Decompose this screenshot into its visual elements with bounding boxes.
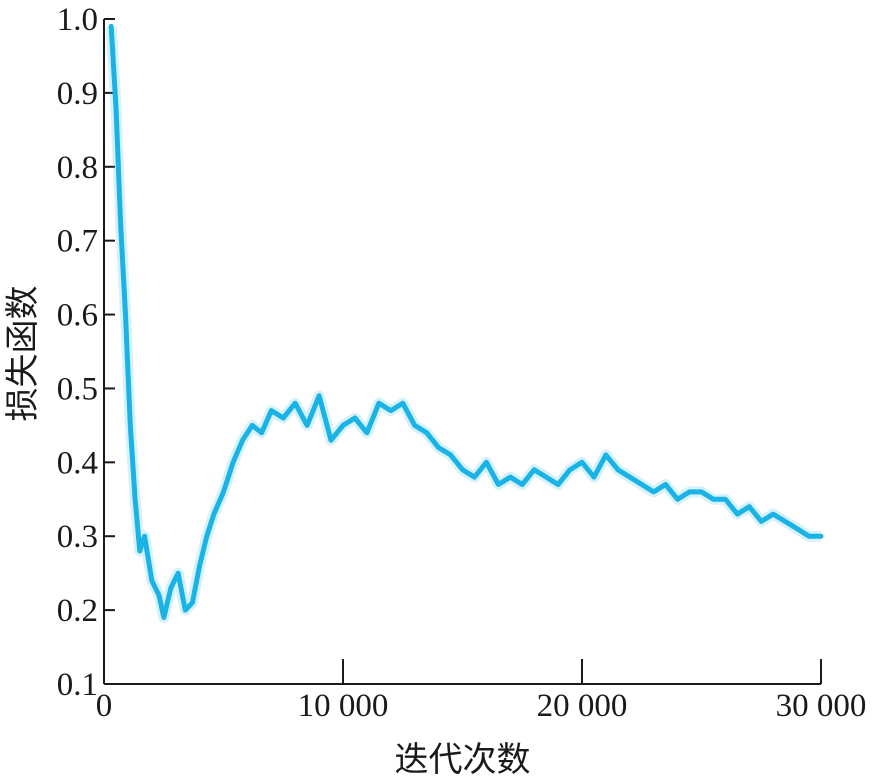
- data-point: [521, 483, 524, 486]
- data-point: [231, 461, 235, 464]
- data-point: [724, 498, 727, 501]
- data-point: [592, 475, 596, 479]
- data-point: [198, 564, 201, 567]
- data-point: [124, 313, 127, 316]
- data-point: [437, 446, 440, 449]
- data-point: [270, 409, 273, 412]
- data-point: [473, 475, 476, 479]
- y-tick-label: 1.0: [57, 2, 98, 38]
- data-point: [568, 468, 572, 471]
- x-tick-label: 20 000: [537, 688, 628, 724]
- y-tick-label: 0.3: [57, 519, 98, 555]
- data-point: [114, 106, 118, 109]
- y-tick-label: 0.1: [57, 667, 98, 703]
- data-point: [604, 453, 608, 457]
- data-point: [736, 512, 739, 516]
- data-point: [205, 535, 208, 538]
- data-point: [748, 505, 751, 508]
- data-point: [509, 475, 512, 479]
- data-point: [241, 438, 244, 442]
- data-point: [401, 402, 404, 405]
- data-point: [413, 424, 416, 427]
- data-point: [282, 416, 285, 420]
- data-point: [664, 483, 667, 486]
- data-point: [580, 461, 584, 464]
- data-point: [191, 601, 194, 604]
- data-point: [544, 475, 548, 479]
- tick-marks: 0.1 0.2 0.3 0.4 0.5 0.6 0.7 0.8 0.9 1.0 0 10 000 20 …: [57, 2, 867, 724]
- y-tick-label: 0.8: [57, 150, 98, 186]
- data-point: [688, 490, 691, 494]
- data-point: [676, 498, 679, 501]
- data-point: [329, 438, 333, 442]
- data-point: [133, 498, 137, 501]
- data-point: [129, 424, 132, 427]
- data-point: [461, 468, 464, 471]
- data-point: [640, 483, 643, 486]
- data-point: [305, 424, 309, 427]
- data-point: [222, 490, 225, 494]
- data-point: [294, 402, 297, 405]
- data-point: [760, 520, 763, 523]
- data-point: [143, 535, 146, 538]
- y-tick-label: 0.4: [57, 445, 98, 481]
- data-point: [150, 579, 153, 582]
- series-halo: [105, 26, 821, 623]
- y-tick-label: 0.7: [57, 224, 98, 260]
- data-point: [169, 586, 173, 590]
- data-point: [497, 483, 500, 486]
- x-axis-title: 迭代次数: [395, 740, 531, 779]
- data-point: [317, 394, 321, 398]
- data-point: [425, 431, 428, 434]
- data-point: [533, 468, 536, 471]
- data-point: [119, 224, 122, 228]
- data-point: [819, 535, 823, 538]
- data-point: [783, 520, 787, 523]
- loss-series-line: [108, 23, 824, 620]
- x-tick-label: 30 000: [776, 688, 867, 724]
- data-point: [700, 490, 703, 494]
- data-point: [795, 527, 799, 531]
- data-point: [389, 409, 392, 412]
- data-point: [176, 571, 180, 575]
- y-tick-label: 0.2: [57, 593, 98, 629]
- data-point: [109, 25, 113, 28]
- data-point: [628, 475, 631, 479]
- data-point: [138, 549, 142, 553]
- data-point: [341, 424, 345, 427]
- data-point: [184, 608, 187, 612]
- data-point: [365, 431, 369, 434]
- x-tick-label: 0: [96, 688, 113, 724]
- data-point: [250, 424, 254, 427]
- data-point: [712, 498, 715, 501]
- data-point: [162, 616, 165, 619]
- data-point: [772, 512, 775, 516]
- x-tick-label: 10 000: [298, 688, 389, 724]
- data-point: [652, 490, 655, 494]
- data-point: [377, 402, 381, 405]
- axes: [103, 19, 821, 685]
- data-point: [260, 431, 263, 434]
- y-tick-label: 0.6: [57, 298, 98, 334]
- data-point: [353, 416, 357, 420]
- data-point: [157, 594, 161, 597]
- y-axis-title: 损失函数: [3, 286, 43, 422]
- series-layer: [105, 23, 824, 623]
- y-tick-label: 0.5: [57, 371, 98, 407]
- data-point: [807, 535, 811, 538]
- data-point: [556, 483, 560, 486]
- data-point: [616, 468, 620, 471]
- data-point: [212, 512, 216, 516]
- data-point: [485, 461, 488, 464]
- y-tick-label: 0.9: [57, 76, 98, 112]
- data-point: [449, 453, 452, 457]
